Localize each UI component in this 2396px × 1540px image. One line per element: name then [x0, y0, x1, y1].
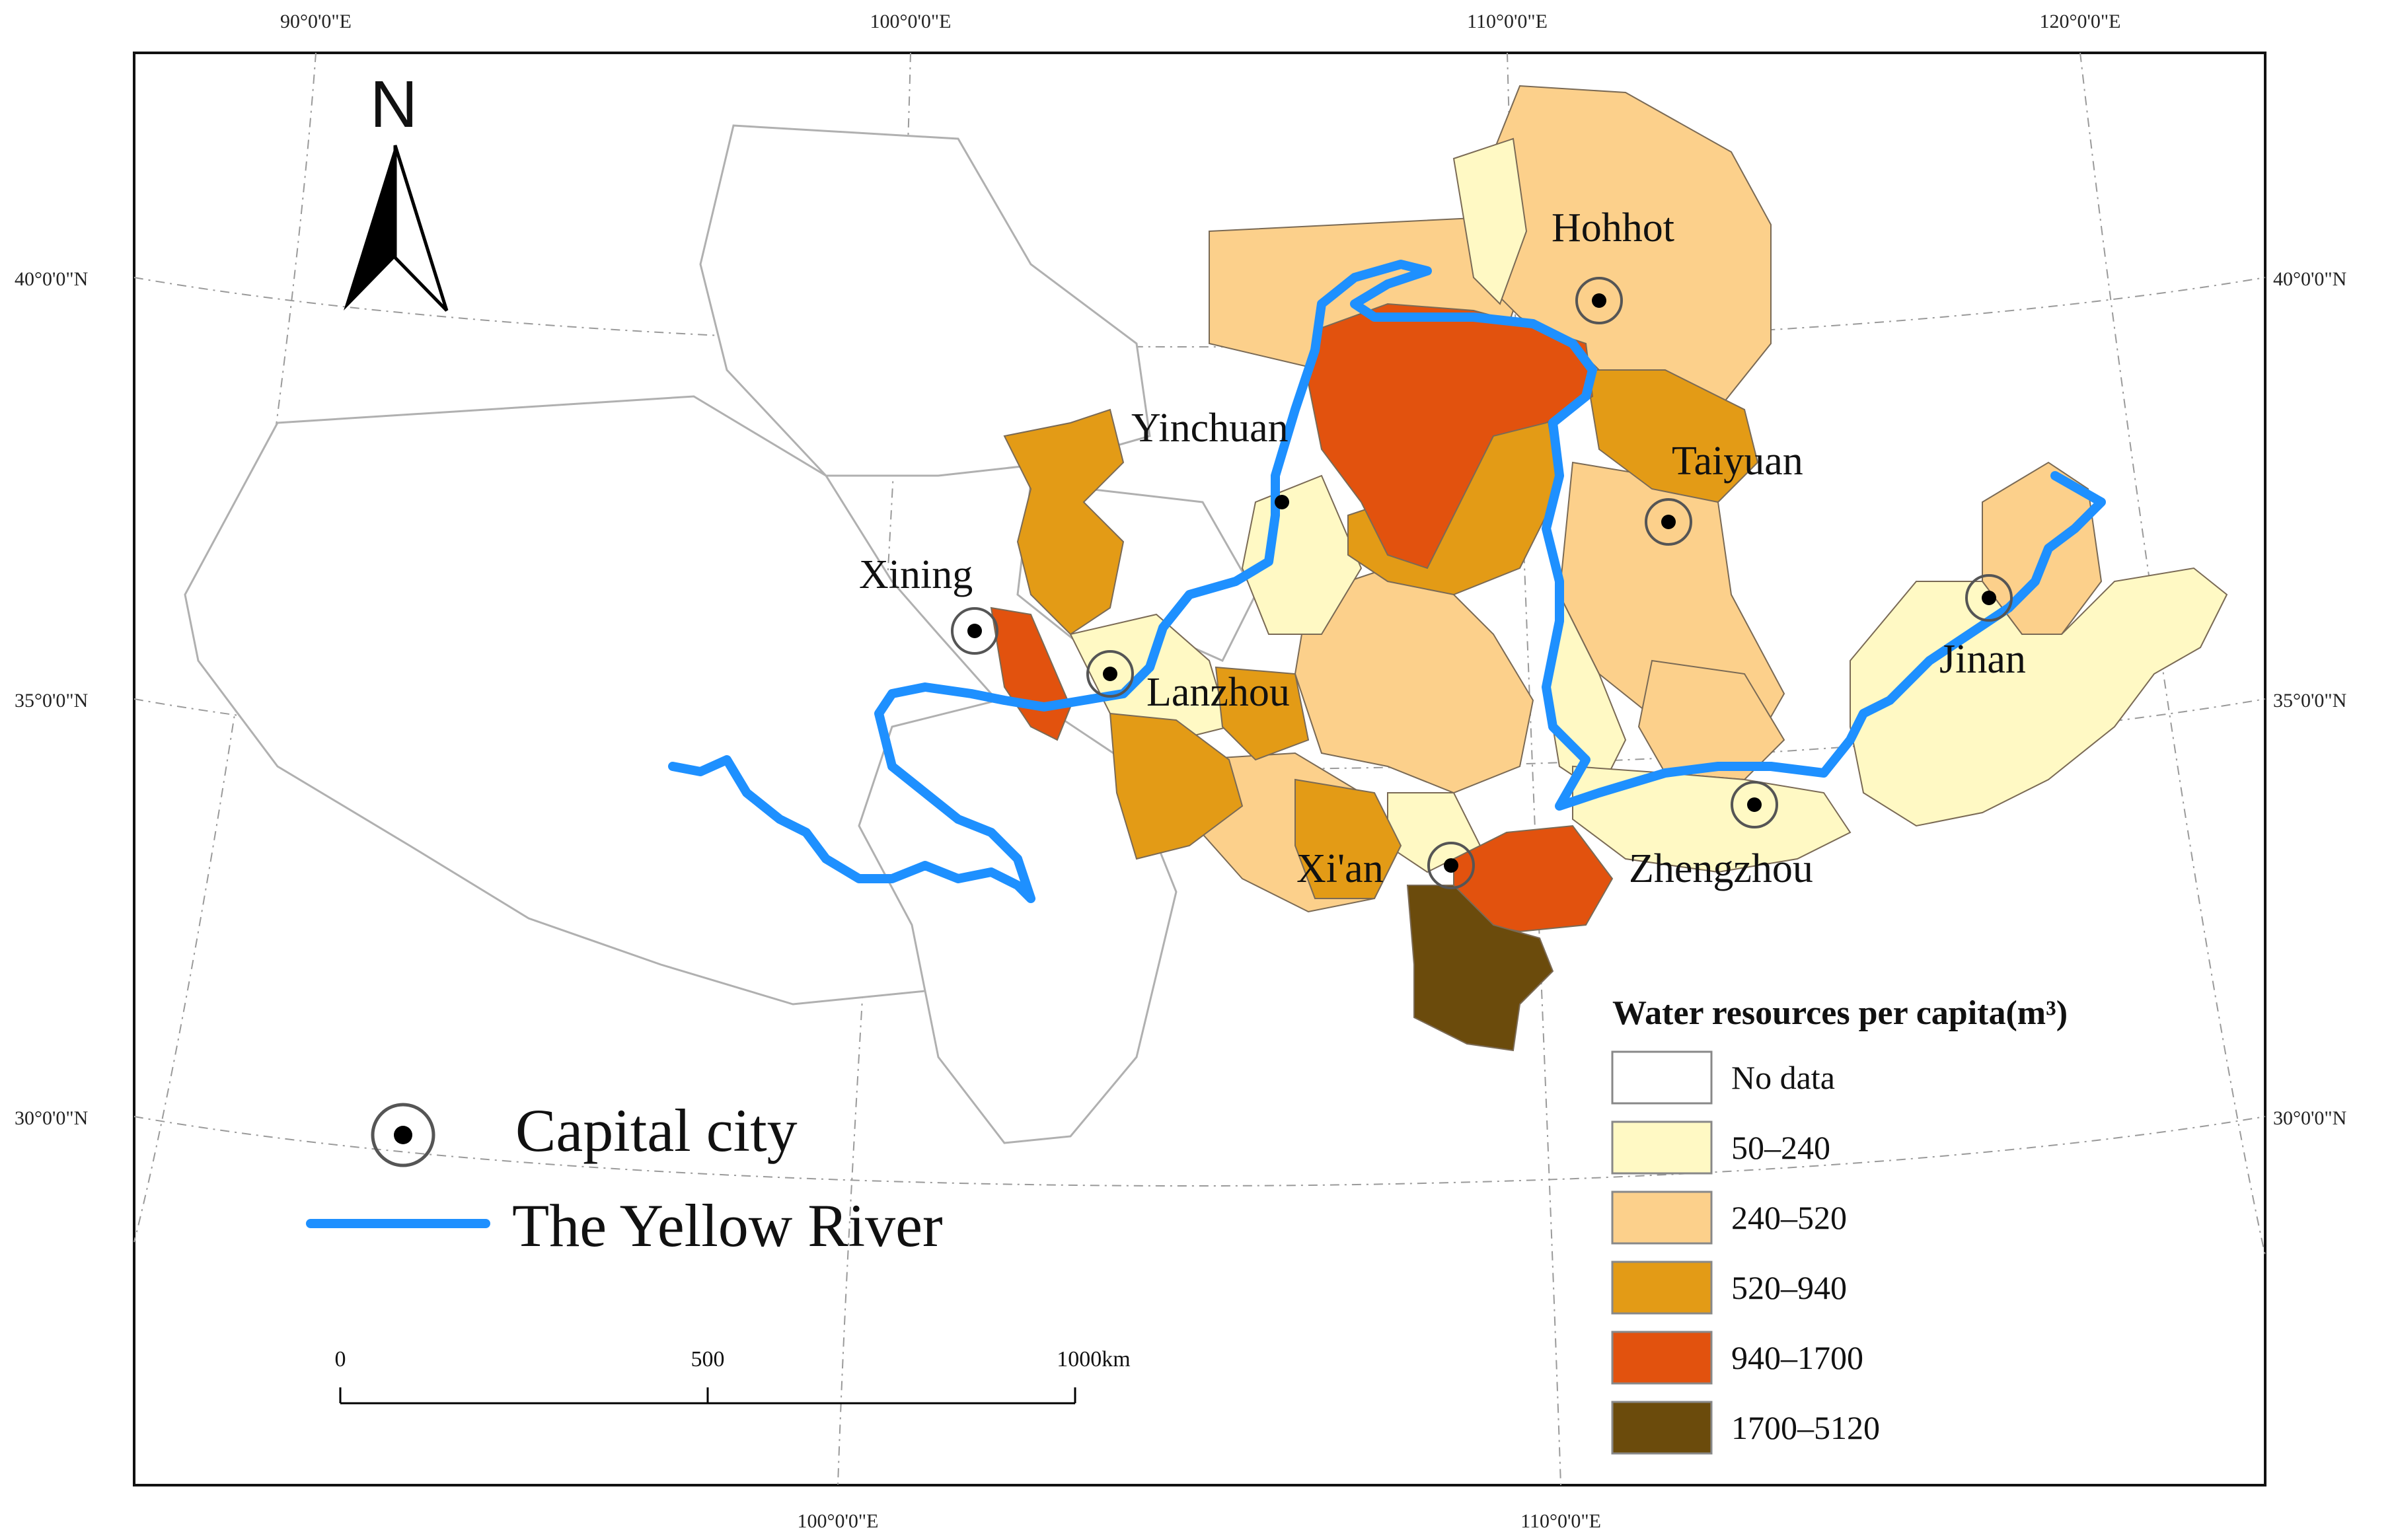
city-label-hohhot: Hohhot: [1552, 205, 1674, 250]
legend-swatch: [1611, 1050, 1713, 1105]
city-jinan: Jinan: [1939, 574, 2026, 682]
lat-label-right: 30°0'0"N: [2273, 1107, 2346, 1129]
legend-class-label: 520–940: [1731, 1269, 1847, 1306]
city-xian: Xi'an: [1296, 842, 1475, 891]
capital-cities: Hohhot Yinchuan Taiyuan Xining Lanzhou J…: [859, 205, 2026, 891]
symbol-legend: Capital city The Yellow River: [306, 1097, 943, 1259]
lat-label-right: 35°0'0"N: [2273, 690, 2346, 712]
scale-label-0: 0: [335, 1347, 346, 1372]
legend-class-label: 1700–5120: [1731, 1409, 1880, 1446]
capital-city-symbol: [371, 1103, 435, 1167]
north-arrow: N: [344, 67, 449, 312]
region-tianshui-orange: [1215, 666, 1310, 761]
city-zhengzhou: Zhengzhou: [1629, 781, 1813, 891]
north-arrow-left-half: [344, 145, 395, 311]
lat-label-left: 30°0'0"N: [15, 1107, 88, 1129]
scale-label-500: 500: [691, 1347, 725, 1372]
graticule-lat-40: [133, 277, 2266, 348]
choropleth-regions: [990, 85, 2228, 1052]
city-label-xian: Xi'an: [1296, 846, 1384, 891]
city-label-taiyuan: Taiyuan: [1672, 439, 1803, 484]
graticule-lat-30: [133, 1116, 2266, 1187]
yellow-river-line: [668, 260, 2106, 903]
legend-class-label: No data: [1731, 1059, 1835, 1096]
lat-label-right: 40°0'0"N: [2273, 268, 2346, 290]
city-label-yinchuan: Yinchuan: [1131, 406, 1289, 451]
city-hohhot: Hohhot: [1552, 205, 1674, 324]
graticule-labels: 90°0'0"E 100°0'0"E 110°0'0"E 120°0'0"E 1…: [15, 11, 2346, 1532]
lon-label-bottom: 110°0'0"E: [1520, 1510, 1601, 1532]
city-lanzhou: Lanzhou: [1086, 650, 1290, 715]
legend-class-label: 50–240: [1731, 1129, 1830, 1166]
lat-label-left: 40°0'0"N: [15, 268, 88, 290]
lon-label-top: 120°0'0"E: [2040, 11, 2121, 32]
yellow-river: [668, 260, 2106, 903]
legend-swatch: [1611, 1120, 1713, 1175]
legend-class-label: 240–520: [1731, 1199, 1847, 1236]
legend-swatch: [1611, 1261, 1713, 1315]
scale-bar: 0 500 1000km: [335, 1347, 1131, 1405]
city-yinchuan: Yinchuan: [1131, 406, 1289, 509]
region-henan-pale: [1572, 765, 1852, 873]
region-baoji-orange: [1294, 778, 1402, 899]
graticule-lon-120: [2079, 52, 2266, 1256]
north-arrow-right-half: [393, 145, 449, 312]
region-taiyuan-orange: [1585, 369, 1759, 503]
north-label: N: [370, 67, 418, 141]
legend-class-label: 940–1700: [1731, 1339, 1863, 1376]
yellow-river-legend-label: The Yellow River: [512, 1192, 943, 1259]
city-label-jinan: Jinan: [1939, 637, 2026, 682]
region-hanzhong-brown: [1406, 885, 1554, 1052]
legend-swatch: [1611, 1191, 1713, 1245]
lat-label-left: 35°0'0"N: [15, 690, 88, 712]
region-hohhot-pale: [1452, 137, 1528, 305]
city-label-zhengzhou: Zhengzhou: [1629, 846, 1813, 891]
water-resources-legend: Water resources per capita(m³) No data 50…: [1611, 994, 2068, 1455]
lon-label-bottom: 100°0'0"E: [798, 1510, 879, 1532]
region-shandong-pale: [1850, 567, 2228, 827]
lon-label-top: 100°0'0"E: [870, 11, 952, 32]
scale-label-1000km: 1000km: [1057, 1347, 1130, 1372]
region-gansu-orange: [1003, 408, 1125, 636]
lon-label-top: 90°0'0"E: [280, 11, 352, 32]
lon-label-top: 110°0'0"E: [1467, 11, 1548, 32]
capital-city-legend-label: Capital city: [515, 1097, 798, 1164]
city-taiyuan: Taiyuan: [1645, 439, 1803, 546]
legend-swatch: [1611, 1401, 1713, 1455]
legend-swatch: [1611, 1331, 1713, 1385]
city-label-xining: Xining: [859, 552, 973, 597]
city-xining: Xining: [859, 552, 998, 655]
region-gannan-orange: [1109, 712, 1244, 860]
legend-title: Water resources per capita(m³): [1612, 994, 2068, 1032]
city-label-lanzhou: Lanzhou: [1146, 670, 1290, 715]
